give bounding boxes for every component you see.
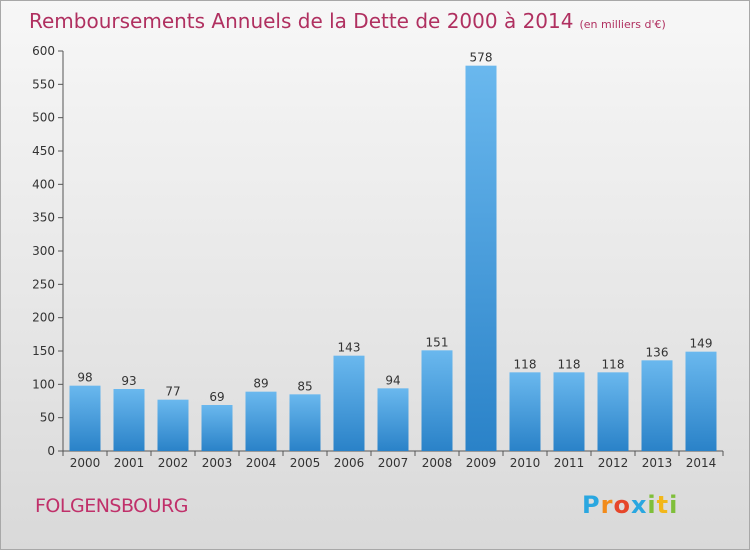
bar-2002 [157,399,189,451]
bar-value-label-2010: 118 [514,357,537,371]
bar-value-label-2008: 151 [426,335,449,349]
bar-2011 [553,372,585,451]
x-tick-label-2011: 2011 [554,456,585,470]
chart-subtitle: (en milliers d'€) [579,18,666,31]
bar-value-label-2004: 89 [253,377,268,391]
bar-value-label-2003: 69 [209,390,224,404]
bar-value-label-2009: 578 [470,51,493,65]
bar-2013 [641,360,673,451]
x-tick-label-2002: 2002 [158,456,189,470]
x-tick-label-2010: 2010 [510,456,541,470]
bar-value-label-2013: 136 [646,345,669,359]
x-tick-label-2006: 2006 [334,456,365,470]
bar-value-label-2007: 94 [385,373,400,387]
bar-2006 [333,355,365,451]
x-tick-label-2013: 2013 [642,456,673,470]
y-tick-label: 150 [32,344,55,358]
bar-value-label-2011: 118 [558,357,581,371]
axis-layer: 0 50 100 150 200 250 300 350 400 450 500 550 600 2000… [32,44,724,470]
bar-2001 [113,389,145,451]
bar-2012 [597,372,629,451]
x-tick-label-2007: 2007 [378,456,409,470]
labels-layer: 98 93 77 69 89 85 143 94 151 578 118 118 118 136 149 [77,51,712,404]
chart-title-text: Remboursements Annuels de la Dette de 20… [29,9,574,33]
y-tick-label: 550 [32,77,55,91]
y-tick-label: 200 [32,311,55,325]
y-tick-label: 300 [32,244,55,258]
x-tick-label-2003: 2003 [202,456,233,470]
x-tick-label-2005: 2005 [290,456,321,470]
x-tick-label-2012: 2012 [598,456,629,470]
x-tick-label-2009: 2009 [466,456,497,470]
bar-2005 [289,394,321,451]
proxiti-logo[interactable]: Proxiti [582,491,679,519]
x-tick-label-2014: 2014 [686,456,717,470]
y-tick-label: 500 [32,111,55,125]
bar-value-label-2005: 85 [297,379,312,393]
bar-value-label-2012: 118 [602,357,625,371]
bar-2009 [465,65,497,452]
bar-2004 [245,391,277,451]
bar-2014 [685,351,717,451]
chart-title: Remboursements Annuels de la Dette de 20… [29,9,666,33]
y-tick-label: 250 [32,277,55,291]
x-tick-label-2001: 2001 [114,456,145,470]
bar-2010 [509,372,541,451]
x-tick-label-2008: 2008 [422,456,453,470]
y-tick-label: 100 [32,377,55,391]
bar-value-label-2001: 93 [121,374,136,388]
bar-2008 [421,350,453,451]
location-name: FOLGENSBOURG [35,495,188,517]
y-tick-label: 450 [32,144,55,158]
bars-layer [69,65,717,452]
bar-value-label-2006: 143 [338,341,361,355]
y-tick-label: 400 [32,177,55,191]
bar-value-label-2000: 98 [77,371,92,385]
bar-2007 [377,388,409,451]
y-tick-label: 0 [47,444,55,458]
x-tick-label-2004: 2004 [246,456,277,470]
x-tick-label-2000: 2000 [70,456,101,470]
y-tick-label: 350 [32,211,55,225]
bar-2000 [69,385,101,451]
y-tick-label: 600 [32,44,55,58]
bar-value-label-2002: 77 [165,385,180,399]
bar-2003 [201,405,233,451]
y-tick-label: 50 [40,411,55,425]
bar-value-label-2014: 149 [690,337,713,351]
